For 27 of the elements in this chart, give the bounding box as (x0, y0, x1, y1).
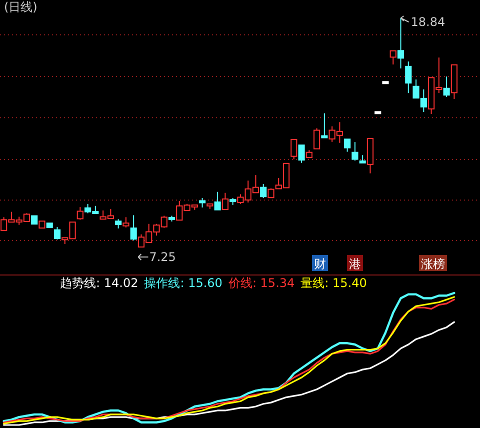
candlestick (260, 183, 267, 198)
candlestick (222, 192, 228, 210)
candlestick (76, 206, 84, 220)
candlestick (352, 142, 358, 162)
candlestick (390, 50, 396, 65)
candlestick (313, 128, 320, 150)
text: 港 (349, 257, 361, 271)
candlestick (214, 191, 221, 210)
candlestick (54, 226, 61, 240)
candlestick (198, 198, 206, 208)
candlestick (397, 18, 404, 69)
annotation: 18.84 (410, 15, 446, 29)
chart-title: (日线) (4, 0, 38, 14)
candlestick (344, 138, 351, 152)
candlestick (405, 60, 412, 94)
candlestick (268, 188, 274, 198)
legend: 趋势线: 14.02 操作线: 15.60 价线: 15.34 量线: 15.40 (60, 276, 367, 290)
candlestick (443, 76, 450, 98)
text: 涨榜 (421, 257, 445, 271)
candlestick (122, 216, 130, 228)
text: 7.25 (149, 250, 176, 264)
candlestick (130, 214, 137, 241)
candlestick (321, 112, 328, 138)
text: 财 (314, 257, 326, 271)
candlestick (290, 139, 298, 160)
candlestick (115, 218, 122, 229)
candlestick (298, 144, 305, 164)
